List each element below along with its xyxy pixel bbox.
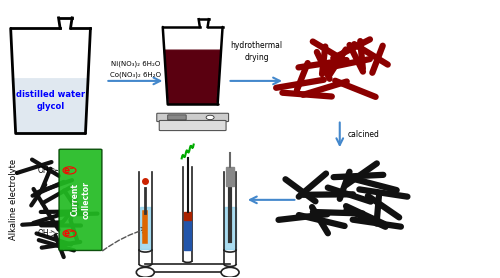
Polygon shape bbox=[12, 79, 89, 133]
Text: OH⁻: OH⁻ bbox=[38, 166, 53, 175]
FancyBboxPatch shape bbox=[160, 120, 226, 131]
Polygon shape bbox=[226, 167, 234, 186]
Polygon shape bbox=[140, 207, 151, 249]
Circle shape bbox=[136, 267, 154, 277]
FancyBboxPatch shape bbox=[59, 149, 102, 250]
Polygon shape bbox=[184, 212, 192, 220]
Polygon shape bbox=[224, 207, 236, 249]
Text: distilled water
glycol: distilled water glycol bbox=[16, 90, 85, 111]
Text: Alkaline electrolyte: Alkaline electrolyte bbox=[8, 159, 18, 240]
Polygon shape bbox=[164, 50, 221, 104]
Polygon shape bbox=[184, 220, 192, 250]
FancyBboxPatch shape bbox=[168, 115, 186, 120]
Circle shape bbox=[221, 267, 239, 277]
Text: OH⁻: OH⁻ bbox=[38, 229, 53, 238]
Text: calcined: calcined bbox=[347, 130, 379, 139]
Text: Co(NO₃)₂ 6H₂O: Co(NO₃)₂ 6H₂O bbox=[110, 72, 161, 78]
Text: Current
collector: Current collector bbox=[71, 181, 90, 219]
Text: Ni(NO₃)₂ 6H₂O: Ni(NO₃)₂ 6H₂O bbox=[110, 61, 160, 67]
Text: hydrothermal
drying: hydrothermal drying bbox=[230, 41, 282, 61]
Text: e⁻: e⁻ bbox=[64, 166, 75, 175]
Circle shape bbox=[206, 115, 214, 120]
FancyBboxPatch shape bbox=[157, 113, 228, 121]
Text: e⁻: e⁻ bbox=[64, 229, 75, 238]
